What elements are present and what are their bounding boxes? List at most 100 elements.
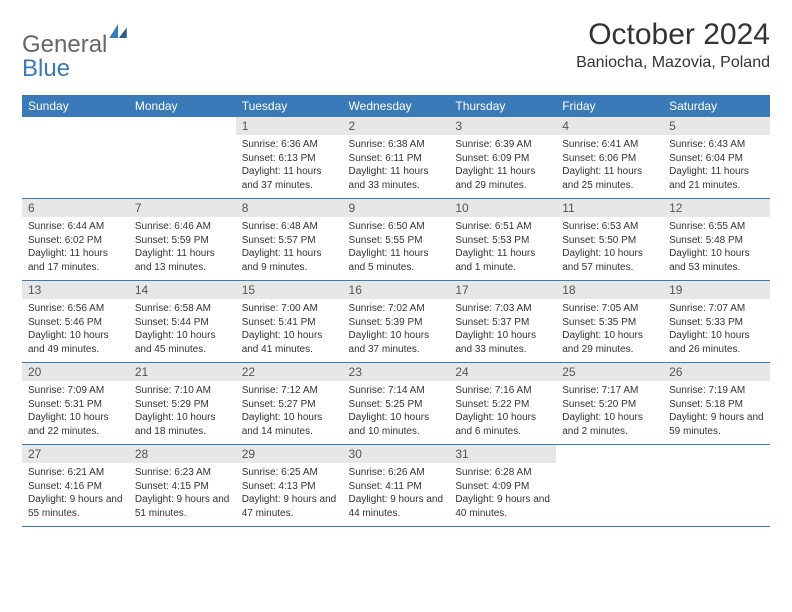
sunrise-text: Sunrise: 7:07 AM	[669, 302, 764, 316]
sunset-text: Sunset: 5:57 PM	[242, 234, 337, 248]
day-number: 19	[663, 281, 770, 299]
calendar-cell: 13Sunrise: 6:56 AMSunset: 5:46 PMDayligh…	[22, 281, 129, 363]
weekday-header: Friday	[556, 95, 663, 117]
day-content: Sunrise: 6:38 AMSunset: 6:11 PMDaylight:…	[343, 135, 450, 198]
sunrise-text: Sunrise: 6:41 AM	[562, 138, 657, 152]
day-content: Sunrise: 7:14 AMSunset: 5:25 PMDaylight:…	[343, 381, 450, 444]
day-content: Sunrise: 6:39 AMSunset: 6:09 PMDaylight:…	[449, 135, 556, 198]
day-content: Sunrise: 7:09 AMSunset: 5:31 PMDaylight:…	[22, 381, 129, 444]
weekday-header: Monday	[129, 95, 236, 117]
calendar-row: 20Sunrise: 7:09 AMSunset: 5:31 PMDayligh…	[22, 363, 770, 445]
month-title: October 2024	[576, 18, 770, 52]
day-number: 22	[236, 363, 343, 381]
calendar-cell: 18Sunrise: 7:05 AMSunset: 5:35 PMDayligh…	[556, 281, 663, 363]
sunset-text: Sunset: 5:22 PM	[455, 398, 550, 412]
day-content: Sunrise: 6:25 AMSunset: 4:13 PMDaylight:…	[236, 463, 343, 526]
day-number	[22, 117, 129, 135]
sunset-text: Sunset: 4:09 PM	[455, 480, 550, 494]
day-number: 20	[22, 363, 129, 381]
sunrise-text: Sunrise: 6:39 AM	[455, 138, 550, 152]
sunset-text: Sunset: 4:16 PM	[28, 480, 123, 494]
day-number: 16	[343, 281, 450, 299]
sunrise-text: Sunrise: 7:16 AM	[455, 384, 550, 398]
day-content: Sunrise: 6:56 AMSunset: 5:46 PMDaylight:…	[22, 299, 129, 362]
calendar-cell: 27 Sunrise: 6:21 AMSunset: 4:16 PMDayligh…	[22, 445, 129, 527]
daylight-text: Daylight: 11 hours and 17 minutes.	[28, 247, 123, 274]
sunrise-text: Sunrise: 7:09 AM	[28, 384, 123, 398]
calendar-cell: 17Sunrise: 7:03 AMSunset: 5:37 PMDayligh…	[449, 281, 556, 363]
calendar-cell: 19Sunrise: 7:07 AMSunset: 5:33 PMDayligh…	[663, 281, 770, 363]
calendar-cell: 23Sunrise: 7:14 AMSunset: 5:25 PMDayligh…	[343, 363, 450, 445]
sunrise-text: Sunrise: 6:53 AM	[562, 220, 657, 234]
daylight-text: Daylight: 9 hours and 47 minutes.	[242, 493, 337, 520]
daylight-text: Daylight: 10 hours and 37 minutes.	[349, 329, 444, 356]
weekday-header: Tuesday	[236, 95, 343, 117]
daylight-text: Daylight: 10 hours and 57 minutes.	[562, 247, 657, 274]
day-number: 7	[129, 199, 236, 217]
day-content: Sunrise: 7:05 AMSunset: 5:35 PMDaylight:…	[556, 299, 663, 362]
sunset-text: Sunset: 4:11 PM	[349, 480, 444, 494]
day-number: 26	[663, 363, 770, 381]
day-number: 6	[22, 199, 129, 217]
day-content: Sunrise: 6:58 AMSunset: 5:44 PMDaylight:…	[129, 299, 236, 362]
daylight-text: Daylight: 11 hours and 37 minutes.	[242, 165, 337, 192]
day-content: Sunrise: 7:07 AMSunset: 5:33 PMDaylight:…	[663, 299, 770, 362]
calendar-cell: 12Sunrise: 6:55 AMSunset: 5:48 PMDayligh…	[663, 199, 770, 281]
daylight-text: Daylight: 11 hours and 1 minute.	[455, 247, 550, 274]
daylight-text: Daylight: 11 hours and 25 minutes.	[562, 165, 657, 192]
day-content: Sunrise: 7:17 AMSunset: 5:20 PMDaylight:…	[556, 381, 663, 444]
day-number: 27	[22, 445, 129, 463]
sunrise-text: Sunrise: 7:19 AM	[669, 384, 764, 398]
day-number: 23	[343, 363, 450, 381]
day-number: 4	[556, 117, 663, 135]
day-number: 21	[129, 363, 236, 381]
daylight-text: Daylight: 11 hours and 9 minutes.	[242, 247, 337, 274]
sunrise-text: Sunrise: 6:48 AM	[242, 220, 337, 234]
sunset-text: Sunset: 5:48 PM	[669, 234, 764, 248]
logo-part2: Blue	[22, 55, 70, 82]
sunset-text: Sunset: 5:39 PM	[349, 316, 444, 330]
sunset-text: Sunset: 5:55 PM	[349, 234, 444, 248]
calendar-cell: 10Sunrise: 6:51 AMSunset: 5:53 PMDayligh…	[449, 199, 556, 281]
calendar-cell: 31Sunrise: 6:28 AMSunset: 4:09 PMDayligh…	[449, 445, 556, 527]
day-number: 28	[129, 445, 236, 463]
sunset-text: Sunset: 6:06 PM	[562, 152, 657, 166]
calendar-cell	[129, 117, 236, 199]
sunset-text: Sunset: 5:41 PM	[242, 316, 337, 330]
calendar-cell: 15Sunrise: 7:00 AMSunset: 5:41 PMDayligh…	[236, 281, 343, 363]
daylight-text: Daylight: 10 hours and 6 minutes.	[455, 411, 550, 438]
calendar-cell: 24Sunrise: 7:16 AMSunset: 5:22 PMDayligh…	[449, 363, 556, 445]
sunrise-text: Sunrise: 6:21 AM	[28, 466, 123, 480]
day-content: Sunrise: 7:03 AMSunset: 5:37 PMDaylight:…	[449, 299, 556, 362]
location: Baniocha, Mazovia, Poland	[576, 54, 770, 72]
calendar-cell: 14Sunrise: 6:58 AMSunset: 5:44 PMDayligh…	[129, 281, 236, 363]
sunset-text: Sunset: 5:53 PM	[455, 234, 550, 248]
sunrise-text: Sunrise: 7:12 AM	[242, 384, 337, 398]
calendar-table: Sunday Monday Tuesday Wednesday Thursday…	[22, 95, 770, 527]
calendar-cell: 29Sunrise: 6:25 AMSunset: 4:13 PMDayligh…	[236, 445, 343, 527]
sunrise-text: Sunrise: 7:02 AM	[349, 302, 444, 316]
day-number: 10	[449, 199, 556, 217]
calendar-cell: 16 Sunrise: 7:02 AMSunset: 5:39 PMDayligh…	[343, 281, 450, 363]
day-number: 31	[449, 445, 556, 463]
daylight-text: Daylight: 10 hours and 49 minutes.	[28, 329, 123, 356]
calendar-cell: 3Sunrise: 6:39 AMSunset: 6:09 PMDaylight…	[449, 117, 556, 199]
sunrise-text: Sunrise: 7:14 AM	[349, 384, 444, 398]
calendar-cell: 5Sunrise: 6:43 AMSunset: 6:04 PMDaylight…	[663, 117, 770, 199]
day-number	[663, 445, 770, 463]
day-content	[22, 135, 129, 191]
sunrise-text: Sunrise: 6:38 AM	[349, 138, 444, 152]
daylight-text: Daylight: 11 hours and 33 minutes.	[349, 165, 444, 192]
daylight-text: Daylight: 9 hours and 44 minutes.	[349, 493, 444, 520]
daylight-text: Daylight: 9 hours and 55 minutes.	[28, 493, 123, 520]
day-number: 8	[236, 199, 343, 217]
calendar-cell: 22Sunrise: 7:12 AMSunset: 5:27 PMDayligh…	[236, 363, 343, 445]
sunrise-text: Sunrise: 6:43 AM	[669, 138, 764, 152]
sunset-text: Sunset: 5:27 PM	[242, 398, 337, 412]
sunrise-text: Sunrise: 6:50 AM	[349, 220, 444, 234]
day-content: Sunrise: 6:55 AMSunset: 5:48 PMDaylight:…	[663, 217, 770, 280]
calendar-cell: 1Sunrise: 6:36 AMSunset: 6:13 PMDaylight…	[236, 117, 343, 199]
sunset-text: Sunset: 6:04 PM	[669, 152, 764, 166]
daylight-text: Daylight: 10 hours and 18 minutes.	[135, 411, 230, 438]
day-content: Sunrise: 6:23 AMSunset: 4:15 PMDaylight:…	[129, 463, 236, 526]
